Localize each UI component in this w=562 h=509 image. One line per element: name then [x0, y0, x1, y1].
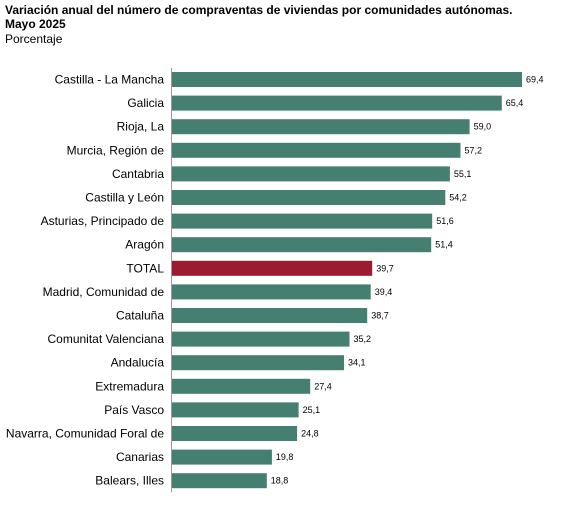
value-label: 24,8	[301, 429, 319, 439]
category-label: Andalucía	[111, 356, 165, 370]
category-label: Comunitat Valenciana	[47, 332, 164, 346]
category-label: Rioja, La	[117, 120, 165, 134]
value-label: 39,4	[375, 287, 393, 297]
value-label: 57,2	[465, 145, 483, 155]
value-label: 35,2	[354, 334, 372, 344]
value-label: 18,8	[271, 476, 289, 486]
category-label: Canarias	[116, 450, 164, 464]
bar-15	[172, 426, 298, 441]
value-label: 55,1	[454, 169, 472, 179]
bar-4	[172, 166, 450, 182]
bar-14	[172, 402, 299, 418]
bar-3	[172, 142, 461, 158]
category-label: Cantabria	[112, 167, 164, 181]
value-label: 51,4	[435, 240, 453, 250]
chart-title-date: Mayo 2025	[5, 17, 66, 31]
value-label: 59,0	[474, 122, 492, 132]
category-label: Aragón	[125, 238, 164, 252]
category-label: Castilla y León	[85, 191, 164, 205]
value-label: 39,7	[376, 263, 394, 273]
bar-10	[172, 308, 368, 323]
value-label: 38,7	[371, 311, 389, 321]
category-label: Navarra, Comunidad Foral de	[6, 427, 164, 441]
category-label: Murcia, Región de	[67, 143, 165, 157]
title-block: Variación anual del número de compravent…	[5, 3, 512, 47]
category-label: Castilla - La Mancha	[55, 73, 165, 87]
value-label: 19,8	[276, 452, 294, 462]
category-label: TOTAL	[126, 261, 164, 275]
value-label: 51,6	[436, 216, 454, 226]
category-label: Cataluña	[116, 309, 164, 323]
bar-6	[172, 213, 433, 229]
bars-group: Castilla - La Mancha 69,4 Galicia 65,4 Rioja…	[6, 72, 544, 489]
bar-7	[172, 237, 432, 253]
chart-title: Variación anual del número de compravent…	[5, 3, 513, 17]
bar-11	[172, 331, 350, 347]
chart-subtitle: Porcentaje	[5, 32, 63, 46]
bar-9	[172, 284, 371, 300]
bar-5	[172, 190, 446, 205]
bar-16	[172, 449, 272, 465]
bar-17	[172, 473, 267, 489]
category-label: Asturias, Principado de	[41, 214, 165, 228]
value-label: 54,2	[449, 193, 467, 203]
category-label: País Vasco	[104, 403, 164, 417]
value-label: 25,1	[303, 405, 321, 415]
bar-1	[172, 95, 502, 111]
category-label: Extremadura	[95, 379, 164, 393]
category-label: Galicia	[127, 96, 164, 110]
bar-13	[172, 378, 311, 394]
bar-0	[172, 72, 522, 87]
bar-8	[172, 260, 373, 276]
bar-12	[172, 355, 344, 371]
category-label: Madrid, Comunidad de	[43, 285, 165, 299]
value-label: 65,4	[506, 98, 524, 108]
value-label: 34,1	[348, 358, 366, 368]
category-label: Balears, Illes	[95, 474, 164, 488]
bar-2	[172, 119, 470, 135]
value-label: 69,4	[526, 75, 544, 85]
value-label: 27,4	[314, 381, 332, 391]
